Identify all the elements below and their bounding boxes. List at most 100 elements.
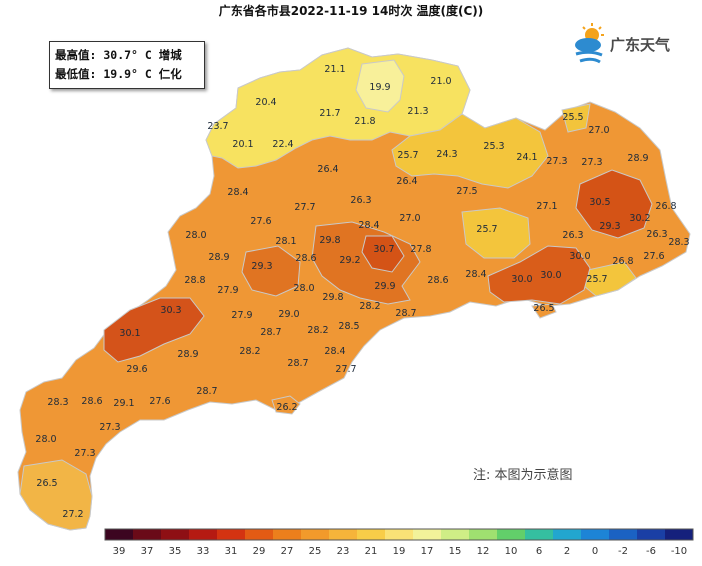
station-value: 27.6 (149, 396, 170, 407)
station-value: 28.2 (239, 346, 260, 357)
station-value: 27.6 (643, 251, 664, 262)
scale-color-cell (469, 529, 498, 540)
station-value: 25.3 (483, 141, 504, 152)
station-value: 28.4 (465, 269, 486, 280)
station-value: 28.9 (627, 153, 648, 164)
station-value: 23.7 (207, 121, 228, 132)
station-value: 28.3 (668, 237, 689, 248)
station-value: 27.7 (294, 202, 315, 213)
scale-tick-label: 23 (337, 546, 350, 557)
region-cool-northeast (391, 113, 549, 189)
station-value: 28.0 (293, 283, 314, 294)
scale-tick-label: 0 (592, 546, 598, 557)
station-value: 27.8 (410, 244, 431, 255)
station-value: 26.5 (36, 478, 57, 489)
station-value: 30.2 (629, 213, 650, 224)
scale-tick-label: 19 (393, 546, 406, 557)
station-value: 28.5 (338, 321, 359, 332)
region-hot-west (241, 245, 301, 297)
station-value: 22.4 (272, 139, 293, 150)
station-value: 27.3 (546, 156, 567, 167)
station-value: 28.7 (260, 327, 281, 338)
station-value: 20.4 (255, 97, 276, 108)
region-cool-east-valley (461, 207, 531, 259)
station-value: 29.2 (339, 255, 360, 266)
station-value: 30.0 (569, 251, 590, 262)
region-hottest-center (361, 235, 405, 273)
station-value: 24.1 (516, 152, 537, 163)
scale-color-cell (553, 529, 582, 540)
scale-color-cell (301, 529, 330, 540)
station-value: 28.9 (177, 349, 198, 360)
station-value: 26.4 (396, 176, 417, 187)
station-value: 30.7 (373, 244, 394, 255)
station-value: 20.1 (232, 139, 253, 150)
scale-tick-label: 39 (113, 546, 126, 557)
region-hottest-southeast (487, 245, 591, 305)
region-cool-east-peak (561, 103, 591, 133)
scale-tick-label: 29 (253, 546, 266, 557)
scale-tick-label: 6 (536, 546, 542, 557)
station-value: 30.0 (511, 274, 532, 285)
station-value: 26.4 (317, 164, 338, 175)
station-value: 28.0 (185, 230, 206, 241)
scale-color-cell (357, 529, 386, 540)
station-value: 29.6 (126, 364, 147, 375)
station-value: 28.6 (81, 396, 102, 407)
station-value: 26.2 (276, 402, 297, 413)
scale-color-cell (105, 529, 134, 540)
station-value: 28.6 (295, 253, 316, 264)
scale-tick-labels: 39 37 35 33 31 29 27 25 23 21 19 17 15 12 10 6 2 0 -2 -6 -10 (113, 546, 688, 557)
station-value: 28.2 (307, 325, 328, 336)
scale-border (104, 528, 694, 541)
station-value: 28.7 (196, 386, 217, 397)
scale-tick-label: 17 (421, 546, 434, 557)
scale-color-cell (133, 529, 162, 540)
scale-color-cell (217, 529, 246, 540)
station-value: 27.3 (99, 422, 120, 433)
station-value: 29.3 (599, 221, 620, 232)
station-value: 27.0 (588, 125, 609, 136)
station-value: 30.5 (589, 197, 610, 208)
scale-tick-label: 12 (477, 546, 490, 557)
station-value: 26.3 (646, 229, 667, 240)
station-value: 27.3 (581, 157, 602, 168)
scale-color-cell (525, 529, 554, 540)
scale-color-cell (329, 529, 358, 540)
scale-tick-label: -6 (646, 546, 656, 557)
station-value: 28.6 (427, 275, 448, 286)
station-value: 21.8 (354, 116, 375, 127)
station-value: 28.0 (35, 434, 56, 445)
station-value: 21.3 (407, 106, 428, 117)
scale-tick-label: 33 (197, 546, 210, 557)
min-value-line: 最低值: 19.9° C 仁化 (55, 67, 182, 81)
station-value: 19.9 (369, 82, 390, 93)
island-south (271, 395, 301, 415)
scale-tick-label: 25 (309, 546, 322, 557)
station-value: 21.0 (430, 76, 451, 87)
temperature-color-scale: 39 37 35 33 31 29 27 25 23 21 19 17 15 12 10 6 2 0 -2 -6 -10 (104, 528, 694, 557)
station-value: 27.2 (62, 509, 83, 520)
station-value: 24.3 (436, 149, 457, 160)
station-value: 28.7 (287, 358, 308, 369)
station-value: 25.7 (397, 150, 418, 161)
extremes-box: 最高值: 30.7° C 增城 最低值: 19.9° C 仁化 (49, 41, 205, 89)
scale-tick-label: -10 (671, 546, 687, 557)
scale-color-cell (609, 529, 638, 540)
map-title: 广东省各市县2022-11-19 14时次 温度(度(C)) (218, 4, 484, 18)
station-value: 27.9 (231, 310, 252, 321)
station-value: 28.3 (47, 397, 68, 408)
scale-color-cell (665, 529, 694, 540)
station-value: 27.3 (74, 448, 95, 459)
station-labels: 21.1 19.9 21.0 20.4 21.7 21.8 21.3 25.5 23.7 27.0… (35, 64, 689, 520)
station-value: 29.3 (251, 261, 272, 272)
brand-name: 广东天气 (610, 36, 671, 54)
station-value: 30.1 (119, 328, 140, 339)
station-value: 29.8 (322, 292, 343, 303)
sun-cloud-logo-icon (575, 23, 604, 64)
station-value: 25.7 (476, 224, 497, 235)
station-value: 29.9 (374, 281, 395, 292)
region-coolest-core (355, 59, 405, 113)
station-value: 26.8 (612, 256, 633, 267)
